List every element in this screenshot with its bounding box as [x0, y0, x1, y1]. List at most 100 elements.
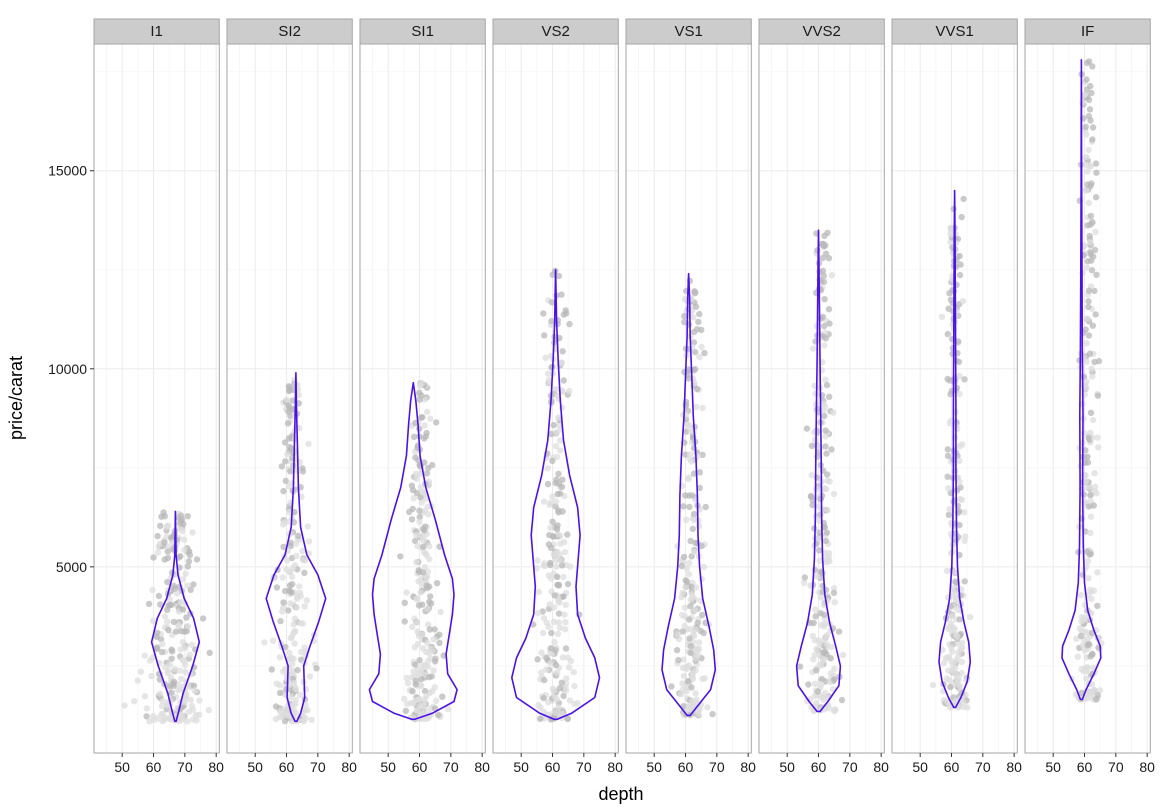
data-point	[818, 680, 825, 688]
data-point	[181, 698, 189, 705]
data-point	[1083, 187, 1090, 194]
data-point	[303, 597, 310, 604]
data-point	[413, 532, 420, 539]
data-point	[686, 451, 694, 458]
data-point	[286, 509, 293, 516]
data-point	[702, 503, 709, 511]
data-point	[280, 711, 287, 718]
data-point	[1083, 86, 1091, 93]
data-point	[426, 556, 433, 563]
data-point	[561, 548, 569, 556]
data-point	[278, 463, 286, 470]
data-point	[182, 662, 189, 669]
data-point	[182, 570, 189, 577]
data-point	[284, 451, 291, 458]
data-point	[423, 408, 431, 415]
data-point	[188, 641, 195, 648]
data-point	[550, 687, 558, 694]
data-point	[164, 669, 171, 677]
data-point	[292, 685, 299, 693]
data-point	[181, 546, 188, 554]
data-point	[545, 370, 552, 377]
data-point	[550, 421, 557, 429]
data-point	[414, 628, 421, 635]
data-point	[831, 706, 838, 713]
data-point	[820, 611, 828, 618]
data-point	[827, 670, 834, 677]
data-point	[170, 678, 178, 685]
data-point	[137, 668, 145, 675]
data-point	[158, 648, 166, 656]
data-point	[261, 639, 268, 646]
data-point	[416, 513, 423, 521]
facet-strip-label: VS2	[541, 23, 569, 40]
data-point	[540, 615, 548, 622]
data-point	[961, 578, 968, 585]
data-point	[692, 626, 699, 633]
data-point	[416, 425, 423, 432]
data-point	[416, 657, 423, 664]
data-point	[817, 662, 825, 669]
data-point	[401, 599, 408, 606]
data-point	[944, 654, 951, 661]
data-point	[831, 599, 838, 606]
data-point	[288, 445, 295, 452]
data-point	[425, 511, 432, 518]
data-point	[296, 691, 304, 698]
data-point	[678, 562, 685, 570]
data-point	[179, 576, 186, 583]
data-point	[1083, 264, 1091, 272]
x-tick-label: 50	[912, 759, 928, 775]
data-point	[412, 419, 419, 427]
data-point	[574, 700, 581, 707]
x-tick-label: 60	[944, 759, 960, 775]
data-point	[291, 640, 298, 647]
data-point	[699, 404, 706, 412]
data-point	[561, 626, 569, 633]
data-point	[551, 592, 558, 599]
data-point	[1086, 551, 1093, 558]
data-point	[556, 447, 564, 454]
data-point	[304, 523, 311, 530]
data-point	[293, 595, 301, 602]
data-point	[958, 213, 965, 221]
data-point	[293, 552, 300, 559]
data-point	[959, 441, 966, 448]
data-point	[403, 674, 410, 682]
data-point	[168, 655, 175, 662]
data-point	[418, 631, 426, 638]
data-point	[281, 666, 289, 673]
data-point	[808, 442, 816, 449]
data-point	[545, 699, 552, 706]
data-points	[929, 195, 974, 711]
data-point	[268, 666, 275, 673]
data-point	[141, 652, 148, 659]
data-point	[538, 669, 545, 676]
data-point	[424, 503, 431, 511]
data-point	[701, 349, 708, 357]
data-point	[951, 568, 958, 576]
data-point	[822, 443, 829, 450]
data-point	[959, 639, 966, 647]
data-point	[552, 661, 560, 669]
data-point	[299, 548, 306, 555]
data-point	[171, 585, 179, 592]
data-point	[301, 603, 308, 610]
x-tick-label: 60	[678, 759, 694, 775]
data-point	[1096, 687, 1104, 694]
data-point	[287, 693, 294, 701]
data-point	[824, 506, 831, 514]
data-point	[1089, 373, 1096, 380]
data-point	[176, 520, 184, 527]
data-point	[306, 673, 314, 680]
data-point	[168, 689, 175, 696]
x-tick-label: 80	[607, 759, 623, 775]
data-point	[1087, 513, 1095, 520]
data-point	[691, 632, 698, 639]
data-point	[299, 557, 307, 564]
data-point	[542, 562, 549, 570]
y-axis-title: price/carat	[6, 356, 26, 440]
data-point	[694, 385, 701, 393]
data-point	[165, 714, 173, 722]
data-point	[1083, 76, 1090, 83]
